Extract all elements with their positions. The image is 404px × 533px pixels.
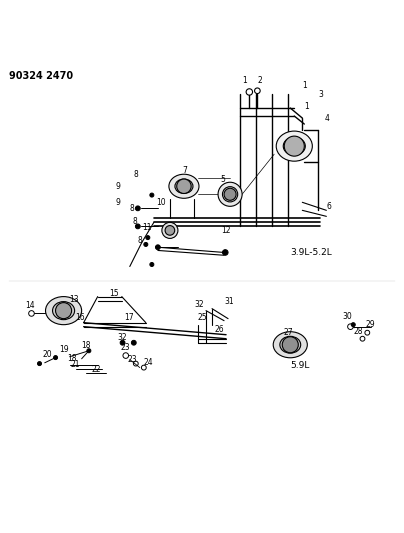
Text: 18: 18 (82, 341, 91, 350)
Text: 2: 2 (257, 76, 262, 85)
Text: 32: 32 (194, 300, 204, 309)
Circle shape (224, 188, 236, 200)
Text: 23: 23 (128, 355, 137, 364)
Text: 5: 5 (220, 174, 225, 183)
Text: 18: 18 (67, 354, 76, 364)
Text: 15: 15 (109, 289, 118, 298)
Circle shape (156, 245, 160, 249)
Text: 19: 19 (59, 345, 68, 354)
Circle shape (177, 179, 191, 193)
Circle shape (150, 262, 154, 266)
Text: 31: 31 (224, 297, 234, 306)
Ellipse shape (280, 336, 301, 353)
Text: 16: 16 (76, 313, 85, 322)
Text: 24: 24 (144, 358, 154, 367)
Circle shape (284, 136, 304, 156)
Text: 1: 1 (304, 102, 309, 111)
Text: 14: 14 (25, 301, 35, 310)
Text: 25: 25 (198, 313, 208, 322)
Text: 12: 12 (221, 226, 231, 235)
Text: 20: 20 (42, 350, 52, 359)
Circle shape (144, 243, 148, 246)
Text: 7: 7 (182, 166, 187, 175)
Ellipse shape (276, 131, 312, 161)
Text: 3: 3 (318, 90, 323, 99)
Text: 8: 8 (138, 236, 143, 245)
Text: 17: 17 (124, 313, 133, 322)
Text: 9: 9 (116, 198, 121, 207)
Text: 10: 10 (156, 198, 166, 207)
Text: 27: 27 (283, 328, 292, 337)
Text: 21: 21 (71, 360, 80, 369)
Circle shape (38, 361, 42, 366)
Text: 23: 23 (121, 343, 130, 352)
Ellipse shape (175, 179, 193, 193)
Text: 22: 22 (92, 365, 101, 374)
Ellipse shape (223, 187, 238, 202)
Text: 1: 1 (302, 80, 307, 90)
Text: 8: 8 (133, 217, 137, 226)
Circle shape (54, 356, 57, 360)
Text: 1: 1 (242, 76, 247, 85)
Circle shape (150, 193, 154, 197)
Text: 8: 8 (130, 204, 135, 213)
Ellipse shape (162, 222, 178, 238)
Circle shape (165, 225, 175, 235)
Ellipse shape (283, 137, 305, 155)
Text: 5.9L: 5.9L (290, 361, 309, 370)
Text: 32: 32 (117, 333, 126, 342)
Text: 9: 9 (116, 182, 121, 191)
Text: 4: 4 (324, 114, 329, 123)
Circle shape (351, 322, 355, 327)
Circle shape (56, 303, 72, 319)
Text: 26: 26 (214, 325, 224, 334)
Circle shape (282, 337, 298, 353)
Text: 13: 13 (69, 295, 78, 304)
Circle shape (87, 349, 91, 353)
Text: 8: 8 (134, 169, 139, 179)
Text: 30: 30 (343, 312, 352, 321)
Text: 29: 29 (366, 320, 375, 329)
Circle shape (223, 249, 228, 255)
Text: 11: 11 (142, 223, 152, 232)
Circle shape (120, 341, 125, 345)
Text: 3.9L-5.2L: 3.9L-5.2L (290, 248, 332, 257)
Ellipse shape (218, 182, 242, 206)
Ellipse shape (53, 302, 75, 320)
Circle shape (135, 224, 140, 229)
Text: 90324 2470: 90324 2470 (9, 71, 74, 81)
Circle shape (146, 236, 150, 240)
Text: 28: 28 (354, 327, 363, 336)
Ellipse shape (46, 296, 82, 325)
Circle shape (135, 206, 140, 211)
Circle shape (131, 341, 136, 345)
Ellipse shape (169, 174, 199, 198)
Text: 6: 6 (326, 202, 331, 211)
Ellipse shape (273, 332, 307, 358)
